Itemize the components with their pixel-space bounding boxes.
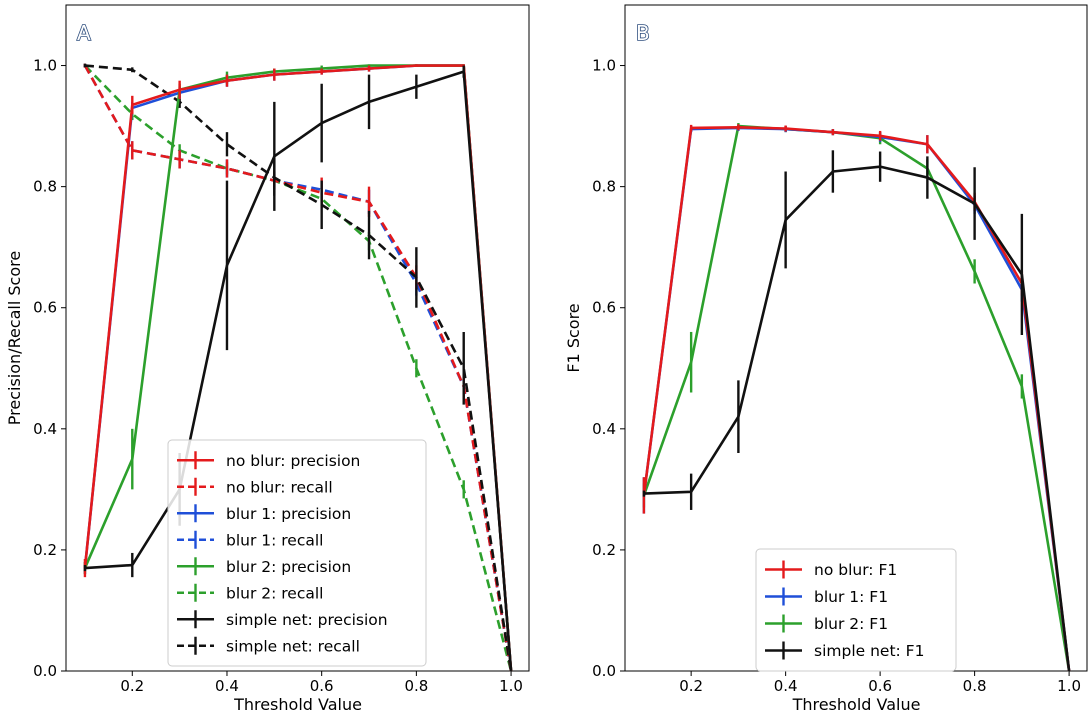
axes-frame — [65, 4, 530, 672]
legend-label: simple net: F1 — [814, 642, 924, 660]
legend-item: blur 2: precision — [177, 557, 351, 576]
y-tick-label: 0.6 — [592, 299, 616, 317]
y-tick-label: 0.6 — [33, 299, 57, 317]
legend-item: blur 1: recall — [177, 530, 323, 549]
legend-box — [755, 548, 957, 672]
y-tick-label: 0.4 — [33, 420, 57, 438]
panel-a: 0.2 0.4 0.6 0.8 1.0 0.0 0.2 0.4 0.6 0.8 1.0 Thresho… — [5, 4, 530, 714]
y-tick-label: 0.8 — [592, 178, 616, 196]
legend-box — [167, 439, 427, 667]
panel-letter: B — [636, 21, 650, 45]
legend-label: no blur: recall — [226, 478, 333, 496]
y-tick-label: 0.4 — [592, 420, 616, 438]
x-tick-label: 0.8 — [963, 677, 987, 695]
legend-item: simple net: F1 — [765, 641, 924, 660]
series-line — [642, 126, 1071, 672]
legend-label: blur 2: recall — [226, 584, 323, 602]
legend-item: no blur: F1 — [765, 560, 897, 579]
x-tick-label: 0.6 — [310, 677, 334, 695]
legend-label: simple net: precision — [226, 611, 388, 629]
legend-label: blur 1: precision — [226, 505, 351, 523]
x-tick-label: 1.0 — [499, 677, 523, 695]
x-tick-label: 0.6 — [868, 677, 892, 695]
legend-item: blur 2: F1 — [765, 614, 888, 633]
legend-label: simple net: recall — [226, 637, 360, 655]
legend-label: no blur: precision — [226, 452, 360, 470]
legend-label: no blur: F1 — [814, 561, 897, 579]
x-tick-label: 1.0 — [1057, 677, 1081, 695]
legend-item: blur 1: F1 — [765, 587, 888, 606]
series-line — [84, 70, 513, 672]
y-tick-label: 1.0 — [592, 57, 616, 75]
series-line — [83, 64, 513, 672]
legend-item: simple net: precision — [177, 610, 388, 629]
legend-label: blur 2: precision — [226, 558, 351, 576]
y-tick-label: 1.0 — [33, 57, 57, 75]
panel-b: 0.2 0.4 0.6 0.8 1.0 0.0 0.2 0.4 0.6 0.8 1.0 Thresho… — [564, 4, 1088, 714]
y-axis-label: F1 Score — [564, 303, 583, 372]
legend-label: blur 1: recall — [226, 531, 323, 549]
series-line — [83, 64, 513, 672]
y-tick-label: 0.2 — [33, 541, 57, 559]
y-axis-label: Precision/Recall Score — [5, 251, 24, 425]
legend-item: blur 1: precision — [177, 504, 351, 523]
series-simple-net-f1 — [642, 150, 1071, 672]
legend-item: no blur: precision — [177, 451, 360, 470]
x-tick-label: 0.4 — [774, 677, 798, 695]
y-tick-label: 0.2 — [592, 541, 616, 559]
x-axis-label: Threshold Value — [792, 695, 921, 714]
legend-item: no blur: recall — [177, 477, 333, 496]
panel-letter: A — [77, 21, 91, 45]
series-line — [84, 64, 513, 672]
y-tick-label: 0.0 — [592, 662, 616, 680]
series-line — [643, 165, 1071, 672]
legend: no blur: F1 blur 1: F1 blur 2: F1 simple ne… — [755, 548, 957, 672]
legend-item: blur 2: recall — [177, 583, 323, 602]
legend-label: blur 1: F1 — [814, 588, 888, 606]
y-tick-label: 0.0 — [33, 662, 57, 680]
x-tick-label: 0.2 — [679, 677, 703, 695]
legend: no blur: precision no blur: recall blur 1:… — [167, 439, 427, 667]
x-tick-label: 0.8 — [404, 677, 428, 695]
x-tick-label: 0.4 — [215, 677, 239, 695]
legend-label: blur 2: F1 — [814, 615, 888, 633]
legend-item: simple net: recall — [177, 636, 360, 655]
x-axis-label: Threshold Value — [233, 695, 362, 714]
series-line — [84, 64, 513, 672]
x-tick-label: 0.2 — [120, 677, 144, 695]
y-tick-label: 0.8 — [33, 178, 57, 196]
